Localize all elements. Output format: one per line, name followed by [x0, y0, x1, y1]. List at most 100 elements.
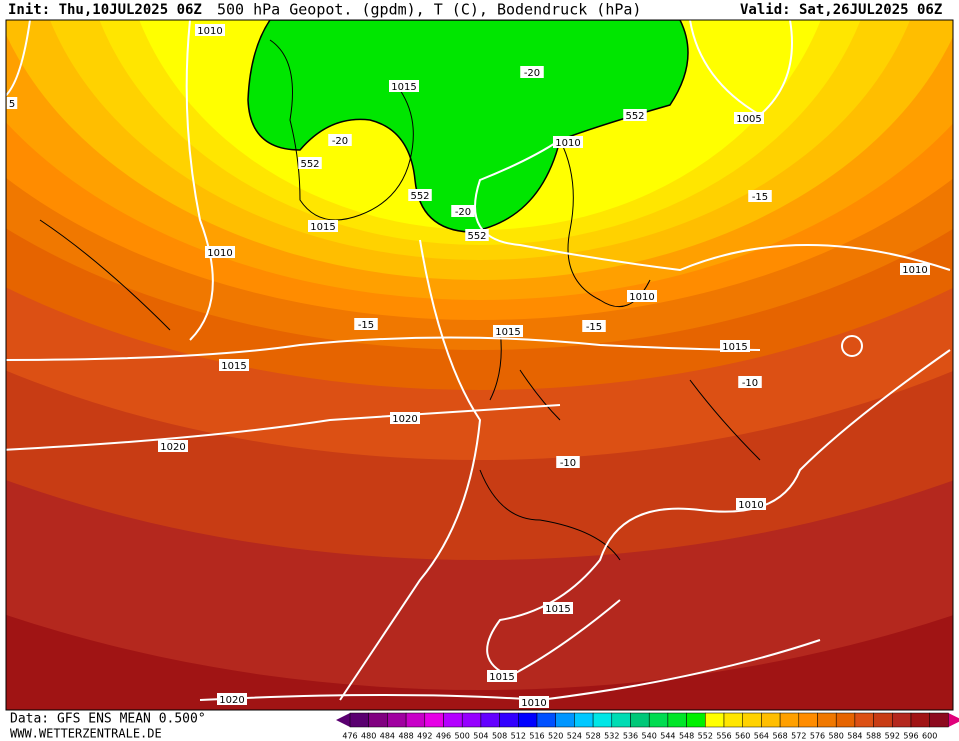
colorbar-cell: [480, 712, 500, 728]
colorbar-cell: [405, 712, 426, 728]
isoline-label: 552: [410, 191, 429, 202]
colorbar-cell: [499, 712, 519, 728]
map-labels: 1010 5 1015 -20 552 1005 -20 1010 552 552 -20 552 -1…: [6, 24, 930, 709]
colorbar-cell: [630, 712, 650, 728]
colorbar-tick: 584: [847, 732, 862, 741]
map-title: 500 hPa Geopot. (gpdm), T (C), Bodendruc…: [217, 1, 641, 19]
colorbar-tick: 520: [548, 732, 563, 741]
label-box: [158, 440, 188, 452]
colorbar-cell: [592, 712, 613, 728]
colorbar-cell: [854, 712, 874, 728]
isoline-label: -20: [455, 207, 471, 218]
colorbar-cell: [817, 712, 837, 728]
colorbar-cell: [461, 712, 482, 728]
isoline-label: 1020: [160, 442, 185, 453]
colorbar-cell: [835, 712, 856, 728]
colorbar-tick: 484: [380, 732, 395, 741]
label-box: [217, 693, 247, 705]
colorbar-tick: 508: [492, 732, 507, 741]
valid-time: Valid: Sat,26JUL2025 06Z: [740, 2, 942, 18]
label-box: [465, 229, 489, 241]
colorbar-tick: 536: [623, 732, 638, 741]
label-box: [408, 189, 432, 201]
colorbar-cell: [798, 712, 818, 728]
colorbar-cell: [910, 712, 930, 728]
colorbar-tick: 560: [735, 732, 750, 741]
isoline-label: 1015: [545, 604, 570, 615]
isoline-label: -15: [752, 192, 768, 203]
isoline-label: 1010: [738, 500, 763, 511]
colorbar-tick: 540: [642, 732, 657, 741]
colorbar-cell: [387, 712, 407, 728]
site: WWW.WETTERZENTRALE.DE: [10, 727, 162, 741]
colorbar-cell: [555, 712, 575, 728]
colorbar-tick: 504: [473, 732, 488, 741]
colorbar-cell: [349, 712, 369, 728]
map-frame: [5, 19, 954, 711]
isoline-label: 1020: [392, 414, 417, 425]
isoline-label: 552: [467, 231, 486, 242]
colorbar-tick: 588: [866, 732, 881, 741]
label-box: [519, 696, 549, 708]
init-time: Init: Thu,10JUL2025 06Z: [8, 2, 202, 18]
colorbar-tick: 576: [810, 732, 825, 741]
isoline-label: 5: [9, 99, 15, 110]
colorbar-tick: 512: [511, 732, 526, 741]
colorbar-tick: 572: [791, 732, 806, 741]
label-box: [298, 157, 322, 169]
isoline-label: 1005: [736, 114, 761, 125]
colorbar-tick: 500: [455, 732, 470, 741]
colorbar-cell: [648, 712, 669, 728]
colorbar-tick: 596: [903, 732, 918, 741]
isoline-label: 1015: [391, 82, 416, 93]
colorbar-tick: 544: [660, 732, 675, 741]
colorbar-tick: 524: [567, 732, 582, 741]
colorbar-cell: [742, 712, 762, 728]
colorbar-cell: [536, 712, 556, 728]
colorbar-tick: 552: [698, 732, 713, 741]
colorbar-tick: 476: [342, 732, 357, 741]
colorbar-cell: [892, 712, 912, 728]
isoline-label: 1015: [489, 672, 514, 683]
colorbar-tick: 488: [398, 732, 413, 741]
colorbar-cell: [368, 712, 388, 728]
colorbar-cell: [667, 712, 687, 728]
colorbar-tick: 516: [529, 732, 544, 741]
colorbar-tick: 580: [829, 732, 844, 741]
label-box: [219, 359, 249, 371]
colorbar-cell: [574, 712, 594, 728]
label-box: [205, 246, 235, 258]
label-box: [328, 134, 352, 146]
colorbar-arrow: [336, 713, 350, 727]
isoline-label: 1010: [555, 138, 580, 149]
isoline-label: -20: [332, 136, 348, 147]
colorbar-cell: [443, 712, 463, 728]
label-box: [487, 670, 517, 682]
colorbar-tick: 492: [417, 732, 432, 741]
colorbar-arrow: [948, 713, 959, 727]
isoline-label: 552: [625, 111, 644, 122]
label-box: [308, 220, 338, 232]
colorbar-tick: 556: [716, 732, 731, 741]
isoline-label: 1010: [197, 26, 222, 37]
label-box: [451, 205, 475, 217]
colorbar-cell: [611, 712, 631, 728]
label-box: [389, 80, 419, 92]
colorbar-cell: [686, 712, 706, 728]
colorbar-tick: 592: [885, 732, 900, 741]
label-box: [354, 318, 378, 330]
label-box: [736, 498, 766, 510]
colorbar-tick: 548: [679, 732, 694, 741]
isoline-label: -10: [742, 378, 758, 389]
isoline-label: 1010: [902, 265, 927, 276]
label-box: [553, 136, 583, 148]
isoline-label: 1015: [722, 342, 747, 353]
label-box: [543, 602, 573, 614]
label-box: [627, 290, 657, 302]
isoline-label: 1010: [629, 292, 654, 303]
colorbar-tick: 564: [754, 732, 769, 741]
isoline-label: 1010: [521, 698, 546, 709]
label-box: [623, 109, 647, 121]
